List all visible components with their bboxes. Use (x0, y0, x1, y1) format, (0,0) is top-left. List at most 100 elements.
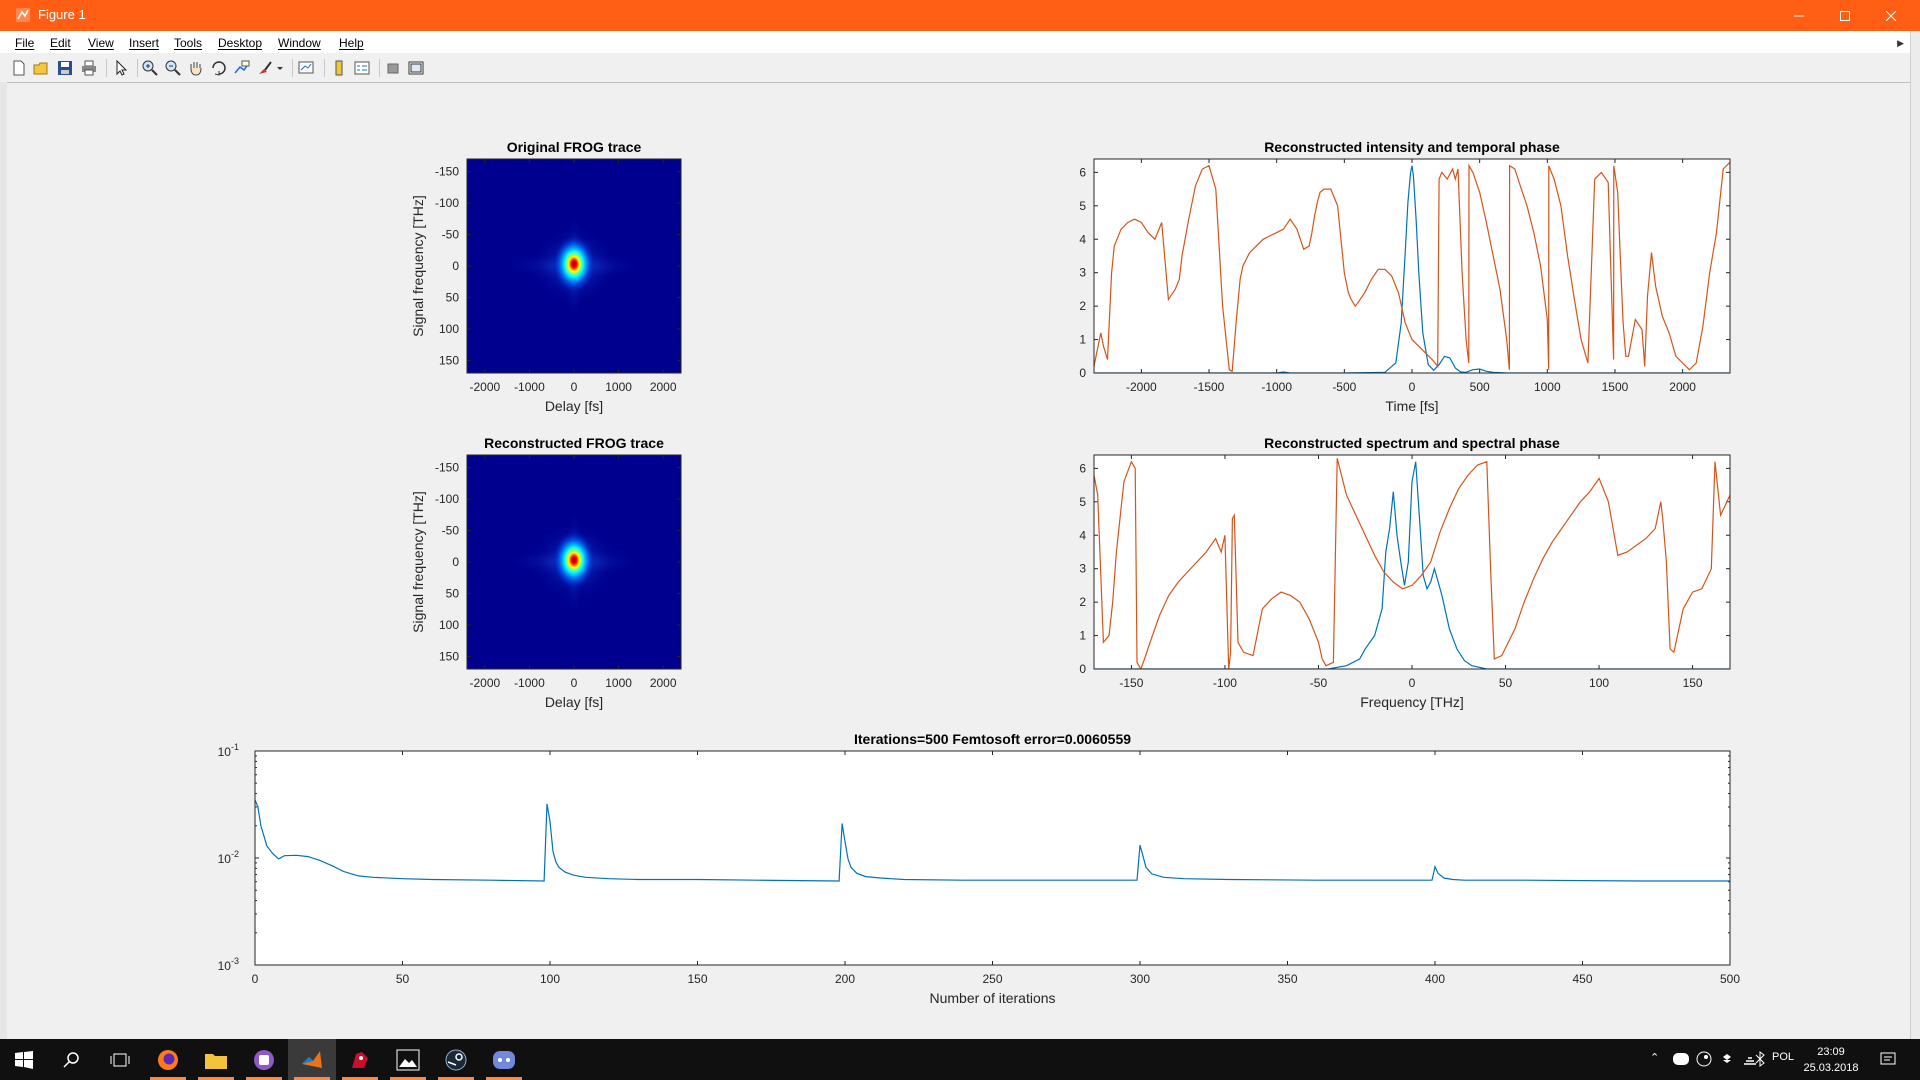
spectral-ytick-label: 6 (1079, 461, 1086, 475)
spectral-xtick-label: -150 (1119, 676, 1143, 690)
spectral-xtick-label: 50 (1499, 676, 1513, 690)
error-ytick-label: 10-1 (218, 742, 239, 759)
steam-icon[interactable] (432, 1039, 480, 1080)
edit-plot-arrow-icon[interactable] (112, 59, 130, 77)
task-view-icon[interactable] (96, 1039, 144, 1080)
firefox-icon[interactable] (144, 1039, 192, 1080)
start-icon[interactable] (0, 1039, 48, 1080)
original-frog-peak (552, 234, 596, 294)
steam-red-icon[interactable] (336, 1039, 384, 1080)
original-frog-xtick-label: 0 (571, 380, 578, 394)
brush-icon[interactable] (256, 59, 274, 77)
reconstructed-frog-xtick-label: -1000 (514, 676, 545, 690)
temporal-xtick-label: 1500 (1602, 380, 1629, 394)
reconstructed-frog-ytick-label: -50 (442, 524, 460, 538)
temporal-xtick-label: -1500 (1194, 380, 1225, 394)
insert-legend-icon[interactable] (353, 59, 371, 77)
spectral-xlabel: Frequency [THz] (1360, 694, 1463, 710)
temporal-xtick-label: -1000 (1261, 380, 1292, 394)
clock-date: 25.03.2018 (1803, 1062, 1859, 1074)
reconstructed-frog-ytick-label: 0 (452, 555, 459, 569)
menu-insert[interactable]: Insert (129, 36, 160, 50)
file-explorer-icon[interactable] (192, 1039, 240, 1080)
save-icon[interactable] (56, 59, 74, 77)
spectral-xtick-label: -50 (1310, 676, 1328, 690)
axes-error (254, 750, 1731, 966)
spectral-ytick-label: 1 (1079, 629, 1086, 643)
spectral-xtick-label: -100 (1213, 676, 1237, 690)
window-title: Figure 1 (38, 7, 86, 22)
menu-file[interactable]: File (15, 36, 35, 50)
original-frog-trace-group (504, 211, 644, 321)
data-cursor-icon[interactable] (233, 59, 251, 77)
axes-spectral (1093, 454, 1731, 670)
close-button[interactable] (1868, 0, 1914, 31)
spectral-series-blue (1094, 461, 1730, 669)
axes-reconstructed-frog (466, 454, 682, 670)
tray-dropbox-icon[interactable] (1719, 1051, 1735, 1067)
menu-window[interactable]: Window (278, 36, 321, 50)
open-file-icon[interactable] (32, 59, 50, 77)
reconstructed-frog-xtick-label: 2000 (650, 676, 677, 690)
menu-tools[interactable]: Tools (174, 36, 203, 50)
error-series-blue (255, 799, 1730, 882)
temporal-xtick-label: -2000 (1126, 380, 1157, 394)
tray-discord-icon[interactable] (1673, 1052, 1689, 1066)
temporal-title: Reconstructed intensity and temporal pha… (1264, 139, 1560, 155)
app-icon[interactable] (240, 1039, 288, 1080)
original-frog-ytick-label: 50 (446, 290, 460, 304)
reconstructed-frog-ytick-label: -150 (435, 461, 459, 475)
original-frog-ytick-label: -50 (442, 228, 460, 242)
menu-desktop[interactable]: Desktop (218, 36, 263, 50)
window-left-edge (0, 82, 7, 1039)
zoom-out-icon[interactable] (164, 59, 182, 77)
tray-bluetooth-icon[interactable] (1752, 1051, 1768, 1067)
zoom-in-icon[interactable] (141, 59, 159, 77)
tray-network-icon[interactable] (1742, 1051, 1758, 1067)
menu-overflow-icon[interactable]: ▶ (1897, 38, 1904, 48)
temporal-series-blue (1094, 165, 1730, 373)
original-frog-frame (466, 158, 682, 374)
temporal-xlabel: Time [fs] (1385, 398, 1438, 414)
spectral-xtick-label: 0 (1409, 676, 1416, 690)
tray-steam-icon[interactable] (1696, 1051, 1712, 1067)
temporal-xtick-label: 500 (1470, 380, 1490, 394)
temporal-plot-area (1094, 159, 1730, 373)
link-plot-icon[interactable] (297, 59, 315, 77)
spectral-frame (1093, 454, 1731, 670)
reconstructed-frog-frame (466, 454, 682, 670)
menu-view[interactable]: View (88, 36, 114, 50)
temporal-frame (1093, 158, 1731, 374)
minimize-button[interactable] (1776, 0, 1822, 31)
new-figure-icon[interactable] (10, 59, 28, 77)
insert-colorbar-icon[interactable] (330, 59, 348, 77)
show-plot-tools-icon[interactable] (407, 59, 425, 77)
matlab-icon[interactable] (288, 1039, 336, 1080)
pan-hand-icon[interactable] (187, 59, 205, 77)
spectral-ytick-label: 0 (1079, 662, 1086, 676)
brush-dropdown-icon[interactable] (276, 59, 284, 77)
axes-original-frog (466, 158, 682, 374)
error-plot-area (255, 751, 1730, 965)
menu-help[interactable]: Help (339, 36, 364, 50)
maximize-button[interactable] (1822, 0, 1868, 31)
error-xtick-label: 500 (1720, 972, 1740, 986)
hide-plot-tools-icon[interactable] (384, 59, 402, 77)
error-frame (254, 750, 1731, 966)
discord-icon[interactable] (480, 1039, 528, 1080)
print-icon[interactable] (80, 59, 98, 77)
search-icon[interactable] (48, 1039, 96, 1080)
error-xtick-label: 450 (1572, 972, 1592, 986)
reconstructed-frog-xtick-label: 1000 (605, 676, 632, 690)
menu-edit[interactable]: Edit (50, 36, 71, 50)
action-center-icon[interactable] (1880, 1051, 1896, 1067)
reconstructed-frog-xtick-label: 0 (571, 676, 578, 690)
clock[interactable]: 23:09 25.03.2018 (1800, 1044, 1862, 1076)
rotate-3d-icon[interactable] (210, 59, 228, 77)
spectral-ytick-label: 5 (1079, 495, 1086, 509)
temporal-ytick-label: 6 (1079, 165, 1086, 179)
show-hidden-icons-icon[interactable]: ⌃ (1650, 1052, 1660, 1064)
photos-icon[interactable] (384, 1039, 432, 1080)
temporal-ytick-label: 4 (1079, 232, 1086, 246)
language-indicator[interactable]: POL (1772, 1051, 1795, 1063)
